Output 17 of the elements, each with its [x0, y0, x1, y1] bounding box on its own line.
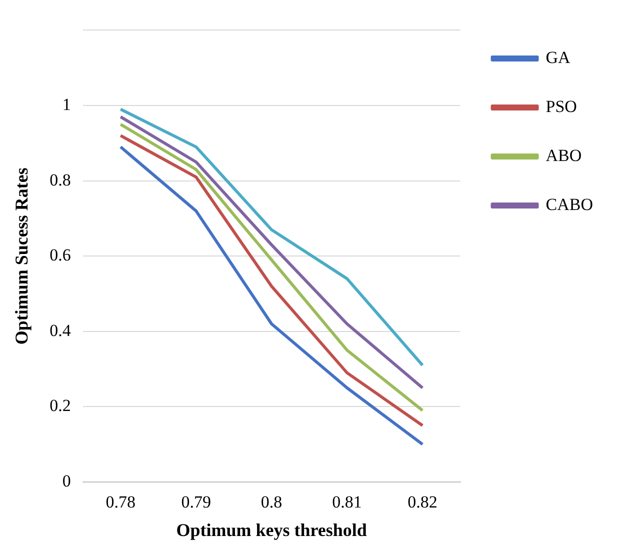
y-tick-label: 0.8	[50, 170, 71, 190]
legend-label: ABO	[546, 146, 582, 165]
x-axis-title: Optimum keys threshold	[176, 520, 367, 540]
x-tick-label: 0.79	[181, 492, 211, 512]
y-tick-label: 1	[62, 94, 71, 114]
y-tick-label: 0.6	[50, 246, 71, 265]
legend-label: GA	[546, 48, 572, 67]
y-tick-label: 0	[62, 471, 71, 490]
y-axis-title: Optimum Sucess Rates	[11, 168, 32, 345]
legend-label: CABO	[546, 194, 594, 214]
x-tick-label: 0.82	[408, 492, 438, 512]
x-tick-label: 0.81	[332, 492, 362, 512]
y-tick-label: 0.4	[50, 320, 72, 340]
x-tick-label: 0.78	[106, 492, 136, 512]
x-tick-label: 0.8	[260, 492, 282, 512]
y-tick-label: 0.2	[50, 396, 71, 416]
legend-label: PSO	[546, 96, 577, 116]
